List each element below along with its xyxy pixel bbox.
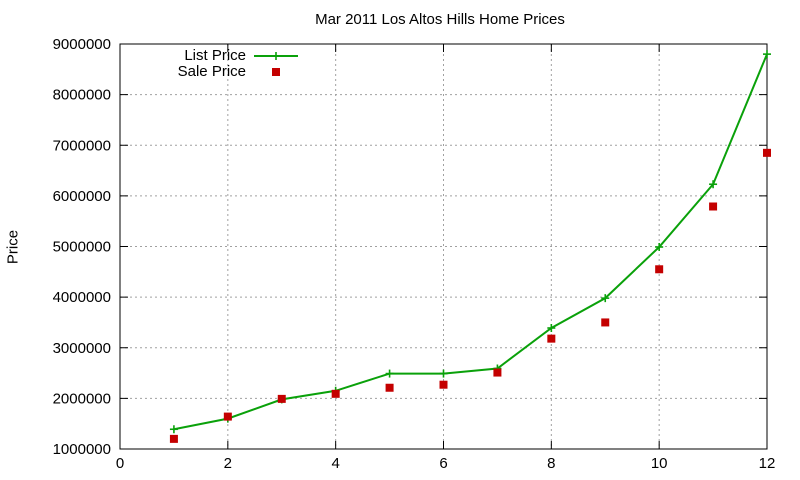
series [169,50,771,443]
y-tick-label: 6000000 [53,188,111,205]
sale-price-point [439,380,448,389]
legend-label-list-price: List Price [184,47,246,64]
y-tick-label: 5000000 [53,239,111,256]
sale-price-point [277,394,286,403]
sale-price-point [493,368,502,377]
legend [254,52,298,76]
y-tick-label: 8000000 [53,87,111,104]
legend-label-sale-price: Sale Price [177,63,246,80]
sale-price-point [385,383,394,392]
sale-price-point [169,434,178,443]
chart-title: Mar 2011 Los Altos Hills Home Prices [315,11,565,28]
y-tick-label: 1000000 [53,441,111,458]
y-tick-label: 2000000 [53,390,111,407]
x-tick-label: 10 [651,455,668,472]
sale-price-point [709,202,718,211]
axis-ticks: 1000000 2000000 3000000 4000000 5000000 60000… [53,36,776,472]
sale-price-point [223,412,232,421]
list-price-line [173,53,768,431]
sale-price-point [763,148,771,157]
list-price-point [763,50,771,59]
list-price-point [547,324,556,333]
y-tick-label: 4000000 [53,289,111,306]
legend-sample-sale-price [272,68,280,76]
list-price-point [655,243,664,252]
x-tick-label: 2 [224,455,232,472]
sale-price-point [601,318,610,327]
list-price-point [709,180,718,189]
sale-price-point [547,334,556,343]
x-tick-label: 0 [116,455,124,472]
x-tick-label: 12 [759,455,776,472]
y-axis-label: Price [4,229,22,265]
list-price-point [439,369,448,378]
x-tick-label: 6 [439,455,447,472]
list-price-point [601,294,610,303]
x-tick-label: 4 [331,455,339,472]
y-tick-label: 9000000 [53,36,111,53]
sale-price-point [655,265,664,274]
list-price-point [169,425,178,434]
y-tick-label: 3000000 [53,340,111,357]
sale-price-point [331,389,340,398]
x-tick-label: 8 [547,455,555,472]
y-tick-label: 7000000 [53,137,111,154]
list-price-point [385,369,394,378]
